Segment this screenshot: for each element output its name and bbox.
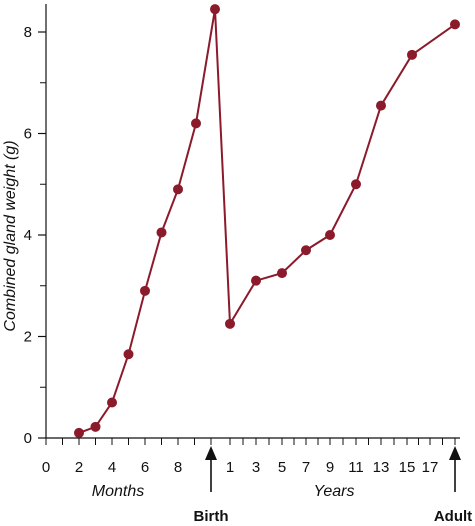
x-tick-label: 11 [348,459,364,476]
data-point [90,421,101,432]
months-label: Months [92,483,144,500]
x-tick-label: 2 [75,459,83,476]
data-point [191,118,201,129]
data-point [74,427,84,438]
x-tick-label: 7 [302,459,310,476]
x-tick-label: 0 [42,459,50,476]
x-tick-label: 15 [399,459,416,476]
x-tick-label: 13 [373,459,390,476]
data-point [450,19,460,30]
data-point [173,184,183,195]
data-point [351,179,361,190]
adult-label: Adult [434,508,472,525]
y-tick-label: 2 [24,329,32,346]
x-tick-label: 5 [278,459,286,476]
data-point [325,230,335,240]
y-tick-label: 4 [24,227,32,244]
y-tick-label: 0 [24,430,32,447]
data-point [107,397,117,408]
birth-arrowhead [205,446,217,460]
data-point [407,49,417,60]
y-axis-ticks: 0 2 4 6 8 [24,24,46,447]
x-tick-label: 3 [252,459,260,476]
years-label: Years [314,483,355,500]
data-point [123,349,134,360]
data-point [225,318,235,329]
x-axis-ticks: 0 2 4 6 8 1 3 5 7 9 11 13 15 17 [42,438,456,476]
data-points [74,4,460,438]
y-tick-label: 6 [24,126,32,143]
series-line [78,8,456,434]
x-tick-label: 6 [141,459,149,476]
data-point [251,275,261,286]
data-point [376,100,386,111]
data-point [140,285,150,296]
data-point [156,227,167,238]
adult-arrowhead [449,446,461,460]
y-tick-label: 8 [24,24,32,41]
x-tick-label: 4 [108,459,116,476]
birth-label: Birth [194,508,229,525]
x-tick-label: 17 [422,459,439,476]
y-axis-title: Combined gland weight (g) [2,140,19,331]
data-point [301,245,311,256]
x-tick-label: 1 [226,459,234,476]
x-tick-label: 8 [174,459,182,476]
data-point [210,4,220,15]
x-tick-label: 9 [326,459,334,476]
data-point [277,268,287,279]
